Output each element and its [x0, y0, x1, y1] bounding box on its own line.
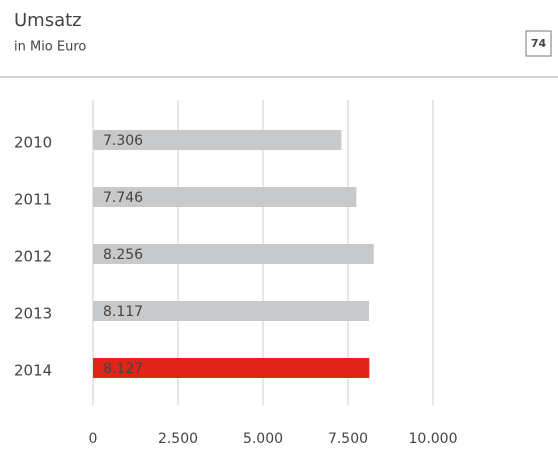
- value-label: 7.746: [103, 190, 143, 206]
- bar: [93, 244, 374, 264]
- y-tick-label: 2010: [14, 134, 52, 152]
- x-tick-label: 2.500: [158, 431, 198, 447]
- x-tick-label: 5.000: [243, 431, 283, 447]
- y-tick-label: 2013: [14, 305, 52, 323]
- bar: [93, 358, 370, 378]
- y-tick-label: 2012: [14, 248, 52, 266]
- x-tick-label: 10.000: [409, 431, 458, 447]
- chart-subtitle: in Mio Euro: [14, 40, 86, 55]
- value-label: 8.117: [103, 304, 143, 320]
- page-badge: [525, 30, 552, 57]
- y-tick-label: 2011: [14, 191, 52, 209]
- bar: [93, 301, 369, 321]
- x-tick-label: 0: [89, 431, 98, 447]
- page-number: 74: [531, 37, 547, 50]
- value-label: 8.256: [103, 247, 143, 263]
- value-label: 7.306: [103, 133, 143, 149]
- x-tick-label: 7.500: [328, 431, 368, 447]
- bar: [93, 130, 342, 150]
- chart-title: Umsatz: [14, 10, 82, 31]
- value-label: 8.127: [103, 361, 143, 377]
- bar: [93, 187, 357, 207]
- y-tick-label: 2014: [14, 362, 52, 380]
